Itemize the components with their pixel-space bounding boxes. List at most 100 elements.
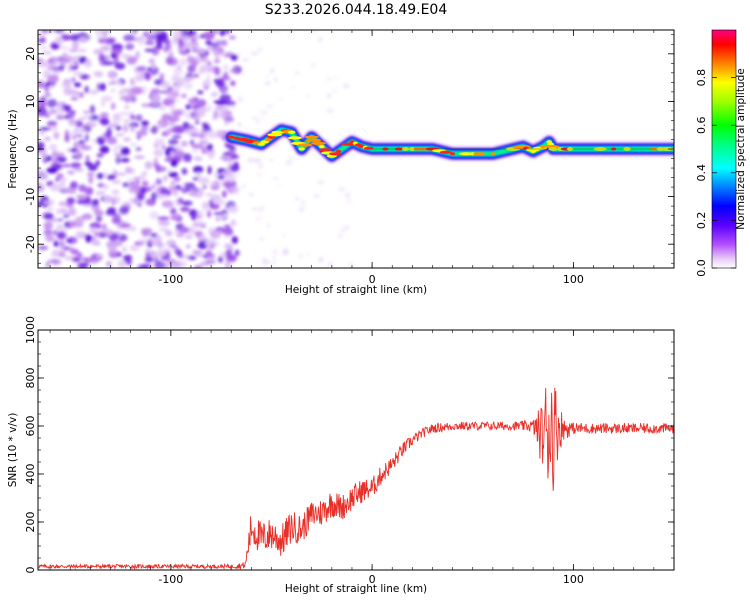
- y-tick-label: 0: [24, 567, 37, 574]
- noise-blob: [49, 183, 62, 192]
- noise-blob: [291, 86, 296, 89]
- noise-blob: [202, 184, 207, 190]
- noise-blob: [213, 212, 225, 216]
- noise-blob: [224, 243, 234, 250]
- noise-blob: [70, 96, 79, 101]
- noise-blob: [66, 197, 76, 205]
- noise-blob: [207, 210, 212, 218]
- noise-blob: [210, 91, 218, 98]
- noise-blob: [204, 65, 215, 74]
- noise-blob: [192, 215, 202, 219]
- noise-blob: [250, 51, 259, 56]
- noise-blob: [159, 189, 172, 195]
- noise-blob: [119, 234, 128, 242]
- tone-peak: [318, 148, 332, 152]
- noise-blob: [281, 233, 287, 236]
- noise-blob: [124, 105, 130, 110]
- noise-region: [38, 30, 353, 268]
- noise-blob: [210, 230, 221, 239]
- noise-blob: [82, 110, 91, 114]
- noise-blob: [53, 240, 59, 247]
- noise-blob: [125, 43, 135, 50]
- noise-blob: [117, 259, 127, 268]
- tone-peak: [298, 147, 305, 151]
- noise-blob: [115, 133, 125, 137]
- noise-blob: [349, 261, 353, 265]
- tone-peak: [309, 138, 321, 142]
- noise-blob: [155, 178, 163, 186]
- noise-blob: [157, 216, 170, 221]
- tone-peak: [458, 152, 474, 156]
- noise-blob: [129, 114, 136, 121]
- noise-blob: [206, 46, 212, 51]
- noise-blob: [172, 190, 179, 197]
- noise-blob: [150, 93, 162, 103]
- noise-blob: [198, 187, 205, 194]
- noise-blob: [195, 221, 208, 225]
- noise-blob: [242, 184, 246, 188]
- colorbar-gradient: [712, 30, 736, 268]
- noise-blob: [115, 126, 122, 131]
- noise-blob: [202, 54, 208, 63]
- tone-peak: [490, 152, 496, 156]
- noise-blob: [68, 119, 78, 124]
- noise-blob: [159, 166, 165, 171]
- x-tick-label: 0: [369, 273, 376, 286]
- snr-x-axis-label: Height of straight line (km): [285, 583, 427, 595]
- noise-blob: [76, 48, 88, 53]
- noise-blob: [237, 121, 242, 128]
- noise-blob: [277, 184, 282, 187]
- noise-blob: [53, 150, 59, 158]
- noise-blob: [207, 244, 215, 250]
- noise-blob: [72, 135, 77, 140]
- noise-blob: [74, 91, 80, 96]
- noise-blob: [56, 223, 62, 230]
- noise-blob: [260, 111, 269, 115]
- noise-blob: [141, 180, 149, 187]
- noise-blob: [55, 178, 60, 182]
- noise-blob: [75, 231, 87, 237]
- noise-blob: [135, 146, 142, 152]
- noise-blob: [129, 143, 138, 147]
- noise-blob: [207, 165, 212, 175]
- x-tick-label: 0: [369, 573, 376, 586]
- noise-blob: [156, 241, 163, 248]
- colorbar-tick-label: 0.0: [695, 259, 708, 277]
- noise-blob: [277, 97, 284, 101]
- noise-blob: [38, 61, 50, 68]
- colorbar-tick-label: 0.6: [695, 116, 708, 134]
- noise-blob: [47, 259, 58, 264]
- noise-blob: [122, 123, 129, 133]
- noise-blob: [42, 69, 51, 78]
- noise-blob: [257, 173, 261, 177]
- noise-blob: [217, 175, 225, 180]
- colorbar-frame: [711, 29, 737, 269]
- y-tick-label: 1000: [24, 316, 37, 344]
- noise-blob: [344, 225, 350, 230]
- noise-blob: [38, 245, 49, 250]
- tone-peak: [257, 142, 265, 146]
- noise-blob: [140, 124, 149, 132]
- snr-background: [38, 330, 674, 570]
- noise-blob: [293, 71, 301, 75]
- noise-blob: [47, 207, 53, 212]
- tone-peak: [287, 130, 296, 134]
- noise-blob: [182, 254, 190, 260]
- noise-blob: [211, 150, 217, 154]
- noise-blob: [129, 244, 140, 252]
- noise-blob: [76, 198, 89, 205]
- noise-blob: [44, 136, 51, 141]
- y-tick-label: 800: [24, 368, 37, 389]
- noise-blob: [258, 163, 263, 169]
- noise-blob: [194, 114, 200, 121]
- noise-blob: [67, 209, 75, 216]
- tone-peak: [310, 141, 326, 145]
- tone-peak: [473, 152, 486, 156]
- noise-blob: [107, 70, 118, 79]
- noise-blob: [171, 109, 183, 117]
- noise-blob: [134, 155, 145, 159]
- noise-blob: [161, 200, 174, 208]
- noise-blob: [294, 196, 299, 201]
- noise-blob: [55, 208, 62, 215]
